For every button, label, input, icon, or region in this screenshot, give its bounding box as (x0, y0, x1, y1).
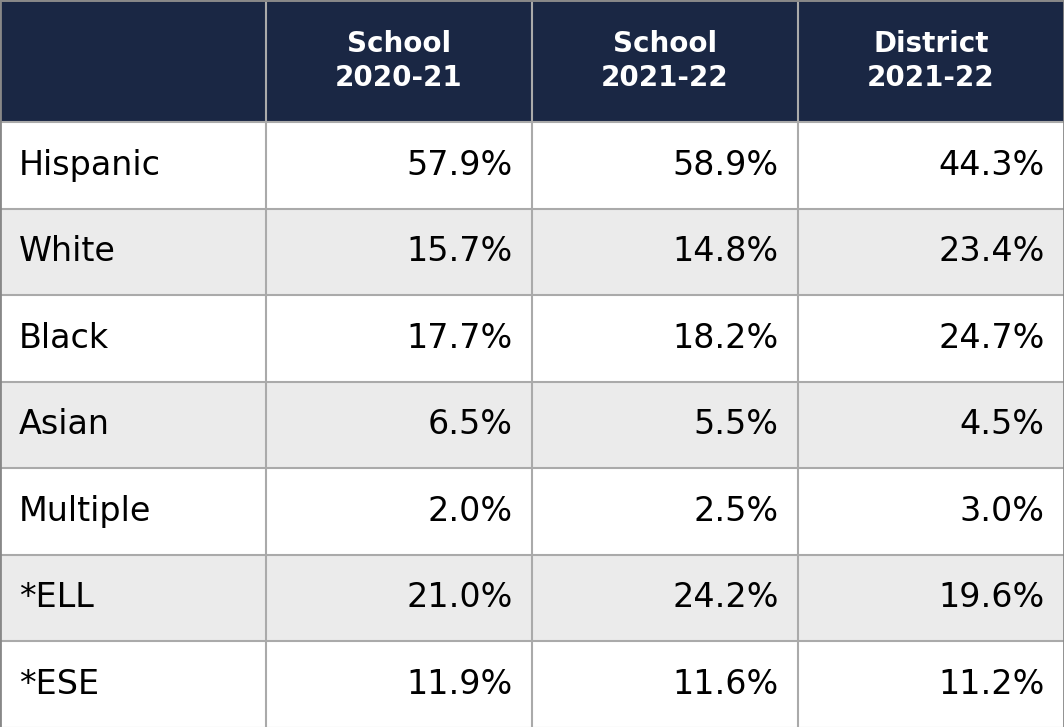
Text: 5.5%: 5.5% (694, 409, 779, 441)
Text: 2.0%: 2.0% (428, 495, 513, 528)
Text: 11.2%: 11.2% (938, 668, 1045, 701)
Text: *ELL: *ELL (19, 582, 94, 614)
Text: District: District (874, 30, 988, 58)
Text: 11.6%: 11.6% (672, 668, 779, 701)
Text: 11.9%: 11.9% (406, 668, 513, 701)
Text: White: White (19, 236, 116, 268)
Text: 2.5%: 2.5% (694, 495, 779, 528)
Text: 18.2%: 18.2% (672, 322, 779, 355)
Text: Multiple: Multiple (19, 495, 151, 528)
Text: 15.7%: 15.7% (406, 236, 513, 268)
Text: 6.5%: 6.5% (428, 409, 513, 441)
Bar (0, 555, 1064, 641)
Text: 2021-22: 2021-22 (867, 64, 995, 92)
Text: 2020-21: 2020-21 (335, 64, 463, 92)
Text: School: School (347, 30, 451, 58)
Bar (0, 209, 1064, 295)
Text: Asian: Asian (19, 409, 111, 441)
Bar (0, 382, 1064, 468)
Text: 4.5%: 4.5% (960, 409, 1045, 441)
Text: 23.4%: 23.4% (938, 236, 1045, 268)
Text: School: School (613, 30, 717, 58)
Text: 2021-22: 2021-22 (601, 64, 729, 92)
Text: 24.2%: 24.2% (672, 582, 779, 614)
Text: 17.7%: 17.7% (406, 322, 513, 355)
Bar (0, 122, 1064, 209)
Text: 21.0%: 21.0% (406, 582, 513, 614)
Text: 14.8%: 14.8% (672, 236, 779, 268)
Text: 58.9%: 58.9% (672, 149, 779, 182)
Text: 3.0%: 3.0% (960, 495, 1045, 528)
Text: Hispanic: Hispanic (19, 149, 161, 182)
Bar (0, 468, 1064, 555)
Text: 19.6%: 19.6% (938, 582, 1045, 614)
Text: 57.9%: 57.9% (406, 149, 513, 182)
Text: 24.7%: 24.7% (938, 322, 1045, 355)
Text: *ESE: *ESE (19, 668, 99, 701)
Text: 44.3%: 44.3% (938, 149, 1045, 182)
Bar (0, 295, 1064, 382)
Bar (0, 0, 1064, 122)
Text: Black: Black (19, 322, 110, 355)
Bar (0, 641, 1064, 727)
